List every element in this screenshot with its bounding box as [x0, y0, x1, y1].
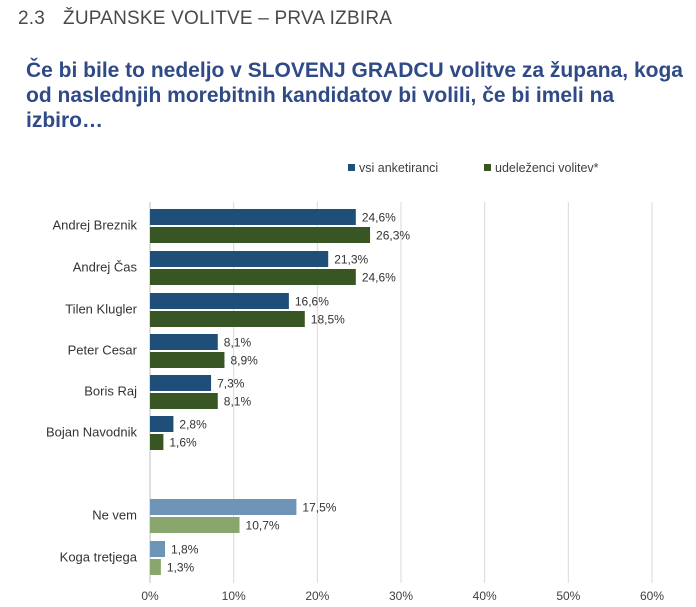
x-tick-label: 30% [389, 589, 413, 603]
bar-voters [150, 434, 164, 450]
legend-swatch-1 [348, 164, 355, 171]
data-label: 16,6% [295, 295, 329, 309]
bar-voters [150, 227, 371, 243]
x-tick-label: 10% [222, 589, 246, 603]
category-label: Andrej Čas [73, 260, 138, 275]
data-label: 10,7% [246, 519, 280, 533]
legend-swatch-2 [484, 164, 491, 171]
bar-all [150, 416, 174, 432]
data-label: 24,6% [362, 271, 396, 285]
bar-chart: 0% 10% 20% 30% 40% 50% 60% vsi anketiranci udele… [46, 161, 664, 603]
bar-all [150, 209, 356, 225]
data-label: 1,8% [171, 543, 199, 557]
data-label: 18,5% [311, 313, 345, 327]
bar-all [150, 293, 289, 309]
data-label: 8,9% [230, 354, 258, 368]
x-tick-label: 40% [473, 589, 497, 603]
data-label: 8,1% [224, 395, 252, 409]
data-label: 1,6% [169, 436, 197, 450]
bar-all [150, 499, 297, 515]
data-label: 26,3% [376, 229, 410, 243]
section-number: 2.3 [18, 8, 46, 29]
bar-all [150, 375, 212, 391]
data-label: 8,1% [224, 336, 252, 350]
legend-label-2: udeleženci volitev* [495, 161, 599, 175]
data-label: 17,5% [302, 501, 336, 515]
bar-voters [150, 269, 356, 285]
category-label: Bojan Navodnik [46, 425, 138, 440]
category-label: Ne vem [92, 508, 137, 523]
x-tick-label: 0% [141, 589, 159, 603]
category-label: Tilen Klugler [65, 302, 137, 317]
bar-all [150, 541, 166, 557]
question-text: Če bi bile to nedeljo v SLOVENJ GRADCU v… [26, 59, 683, 132]
data-label: 1,3% [167, 561, 195, 575]
legend-label-1: vsi anketiranci [359, 161, 438, 175]
bar-voters [150, 311, 305, 327]
bar-voters [150, 517, 240, 533]
bar-voters [150, 393, 218, 409]
bar-all [150, 334, 218, 350]
bar-voters [150, 352, 225, 368]
section-heading: 2.3 ŽUPANSKE VOLITVE – PRVA IZBIRA [18, 8, 392, 30]
bar-voters [150, 559, 161, 575]
data-label: 2,8% [179, 418, 207, 432]
category-label: Boris Raj [84, 384, 137, 399]
x-tick-label: 60% [640, 589, 664, 603]
x-tick-label: 50% [556, 589, 580, 603]
data-label: 24,6% [362, 211, 396, 225]
category-label: Koga tretjega [60, 550, 138, 565]
category-label: Andrej Breznik [52, 218, 137, 233]
bar-all [150, 251, 329, 267]
section-title: ŽUPANSKE VOLITVE – PRVA IZBIRA [63, 8, 393, 29]
x-tick-label: 20% [305, 589, 329, 603]
data-label: 7,3% [217, 377, 245, 391]
category-label: Peter Cesar [68, 343, 138, 358]
data-label: 21,3% [334, 253, 368, 267]
